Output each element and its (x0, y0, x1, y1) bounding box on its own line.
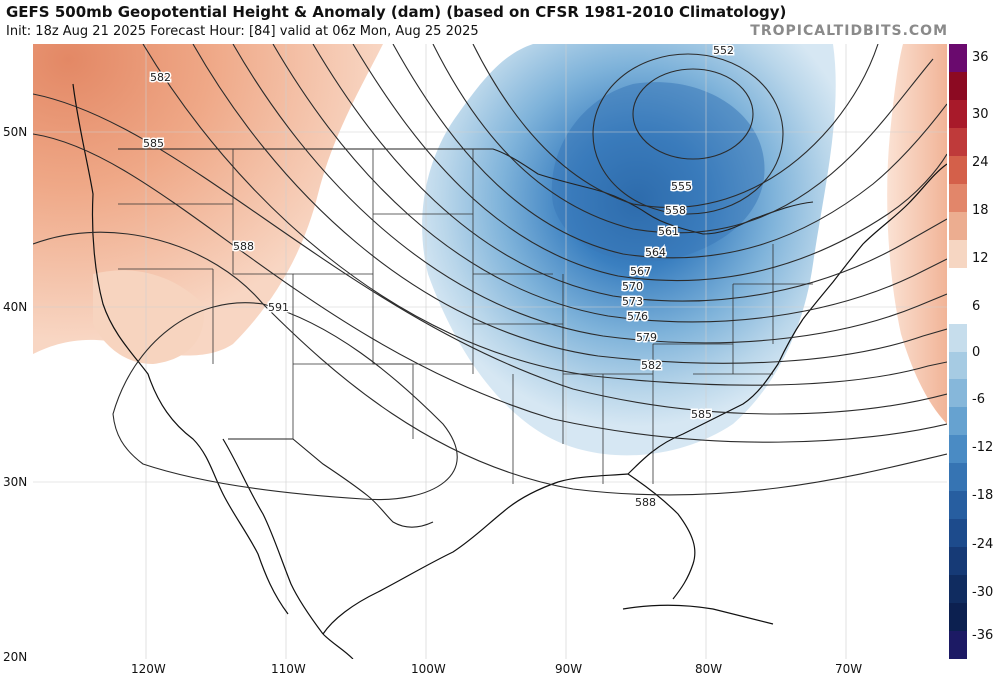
contour-label: 585 (143, 137, 164, 150)
map-subtitle: Init: 18z Aug 21 2025 Forecast Hour: [84… (6, 24, 479, 39)
colorbar-segment (949, 323, 967, 352)
contour-label: 573 (622, 295, 643, 308)
lat-label-50n: 50N (3, 125, 28, 139)
contour-label: 561 (658, 225, 679, 238)
colorbar-segment (949, 631, 967, 660)
map-title: GEFS 500mb Geopotential Height & Anomaly… (6, 3, 787, 21)
colorbar-segment (949, 183, 967, 213)
colorbar-label: -30 (972, 585, 994, 600)
contour-label: 588 (635, 496, 656, 509)
colorbar-segment (949, 211, 967, 241)
contour-label: 570 (622, 280, 643, 293)
lon-label-90w: 90W (555, 662, 583, 676)
warm-anomaly-southwest (93, 270, 204, 364)
colorbar-label: -36 (972, 628, 994, 643)
map-panel: 552 555 558 561 564 567 570 573 576 579 … (33, 44, 947, 659)
colorbar-segment (949, 295, 967, 325)
colorbar-segment (949, 99, 967, 129)
colorbar-label: -12 (972, 440, 994, 455)
lat-label-30n: 30N (3, 475, 28, 489)
contour-label: 582 (150, 71, 171, 84)
colorbar-segment (949, 379, 967, 408)
lat-label-40n: 40N (3, 300, 28, 314)
height-contours (33, 44, 947, 501)
colorbar-label: 0 (972, 345, 981, 360)
colorbar-segment (949, 71, 967, 101)
contour-label: 588 (233, 240, 254, 253)
contour-label: 564 (645, 246, 666, 259)
contour-labels: 552 555 558 561 564 567 570 573 576 579 … (142, 44, 736, 511)
colorbar-label: 36 (972, 50, 989, 65)
contour-label: 585 (691, 408, 712, 421)
colorbar-segment (949, 575, 967, 604)
colorbar-label: 30 (972, 107, 989, 122)
warm-anomaly-east (887, 44, 947, 424)
colorbar-label: 12 (972, 251, 989, 266)
contour-label: 555 (671, 180, 692, 193)
lon-label-70w: 70W (835, 662, 863, 676)
lon-label-80w: 80W (695, 662, 723, 676)
colorbar-label: 18 (972, 203, 989, 218)
cold-anomaly-core (551, 82, 765, 262)
colorbar-segment (949, 491, 967, 520)
contour-label: 552 (713, 44, 734, 57)
coastlines (72, 83, 947, 659)
contour-label: 579 (636, 331, 657, 344)
lon-label-110w: 110W (271, 662, 306, 676)
colorbar-segment (949, 155, 967, 185)
brand-watermark: TROPICALTIDBITS.COM (750, 23, 948, 39)
colorbar-label: -6 (972, 392, 985, 407)
colorbar-label: 6 (972, 299, 981, 314)
anomaly-colorbar (949, 44, 967, 660)
colorbar-segment (949, 351, 967, 380)
colorbar-segment (949, 267, 967, 297)
colorbar-label: -24 (972, 537, 994, 552)
colorbar-segment (949, 547, 967, 576)
lon-label-120w: 120W (131, 662, 166, 676)
lat-label-20n: 20N (3, 650, 28, 664)
colorbar-segment (949, 519, 967, 548)
colorbar-segment (949, 603, 967, 632)
contour-label: 576 (627, 310, 648, 323)
contour-label: 567 (630, 265, 651, 278)
lon-label-100w: 100W (411, 662, 446, 676)
contour-label: 591 (268, 301, 289, 314)
colorbar-segment (949, 239, 967, 269)
colorbar-segment (949, 127, 967, 157)
colorbar-label: -18 (972, 488, 994, 503)
colorbar-segment (949, 435, 967, 464)
colorbar-segment (949, 463, 967, 492)
map-canvas: 552 555 558 561 564 567 570 573 576 579 … (33, 44, 947, 659)
colorbar-segment (949, 407, 967, 436)
political-borders (118, 148, 814, 528)
colorbar-label: 24 (972, 155, 989, 170)
colorbar-segment (949, 44, 967, 73)
contour-label: 582 (641, 359, 662, 372)
contour-label: 558 (665, 204, 686, 217)
